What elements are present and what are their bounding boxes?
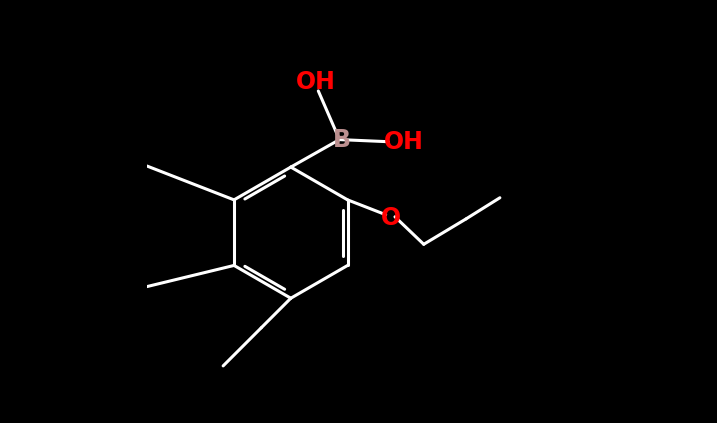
- Text: B: B: [333, 128, 351, 151]
- Text: O: O: [381, 206, 402, 230]
- Text: OH: OH: [296, 70, 336, 93]
- Text: OH: OH: [384, 130, 424, 154]
